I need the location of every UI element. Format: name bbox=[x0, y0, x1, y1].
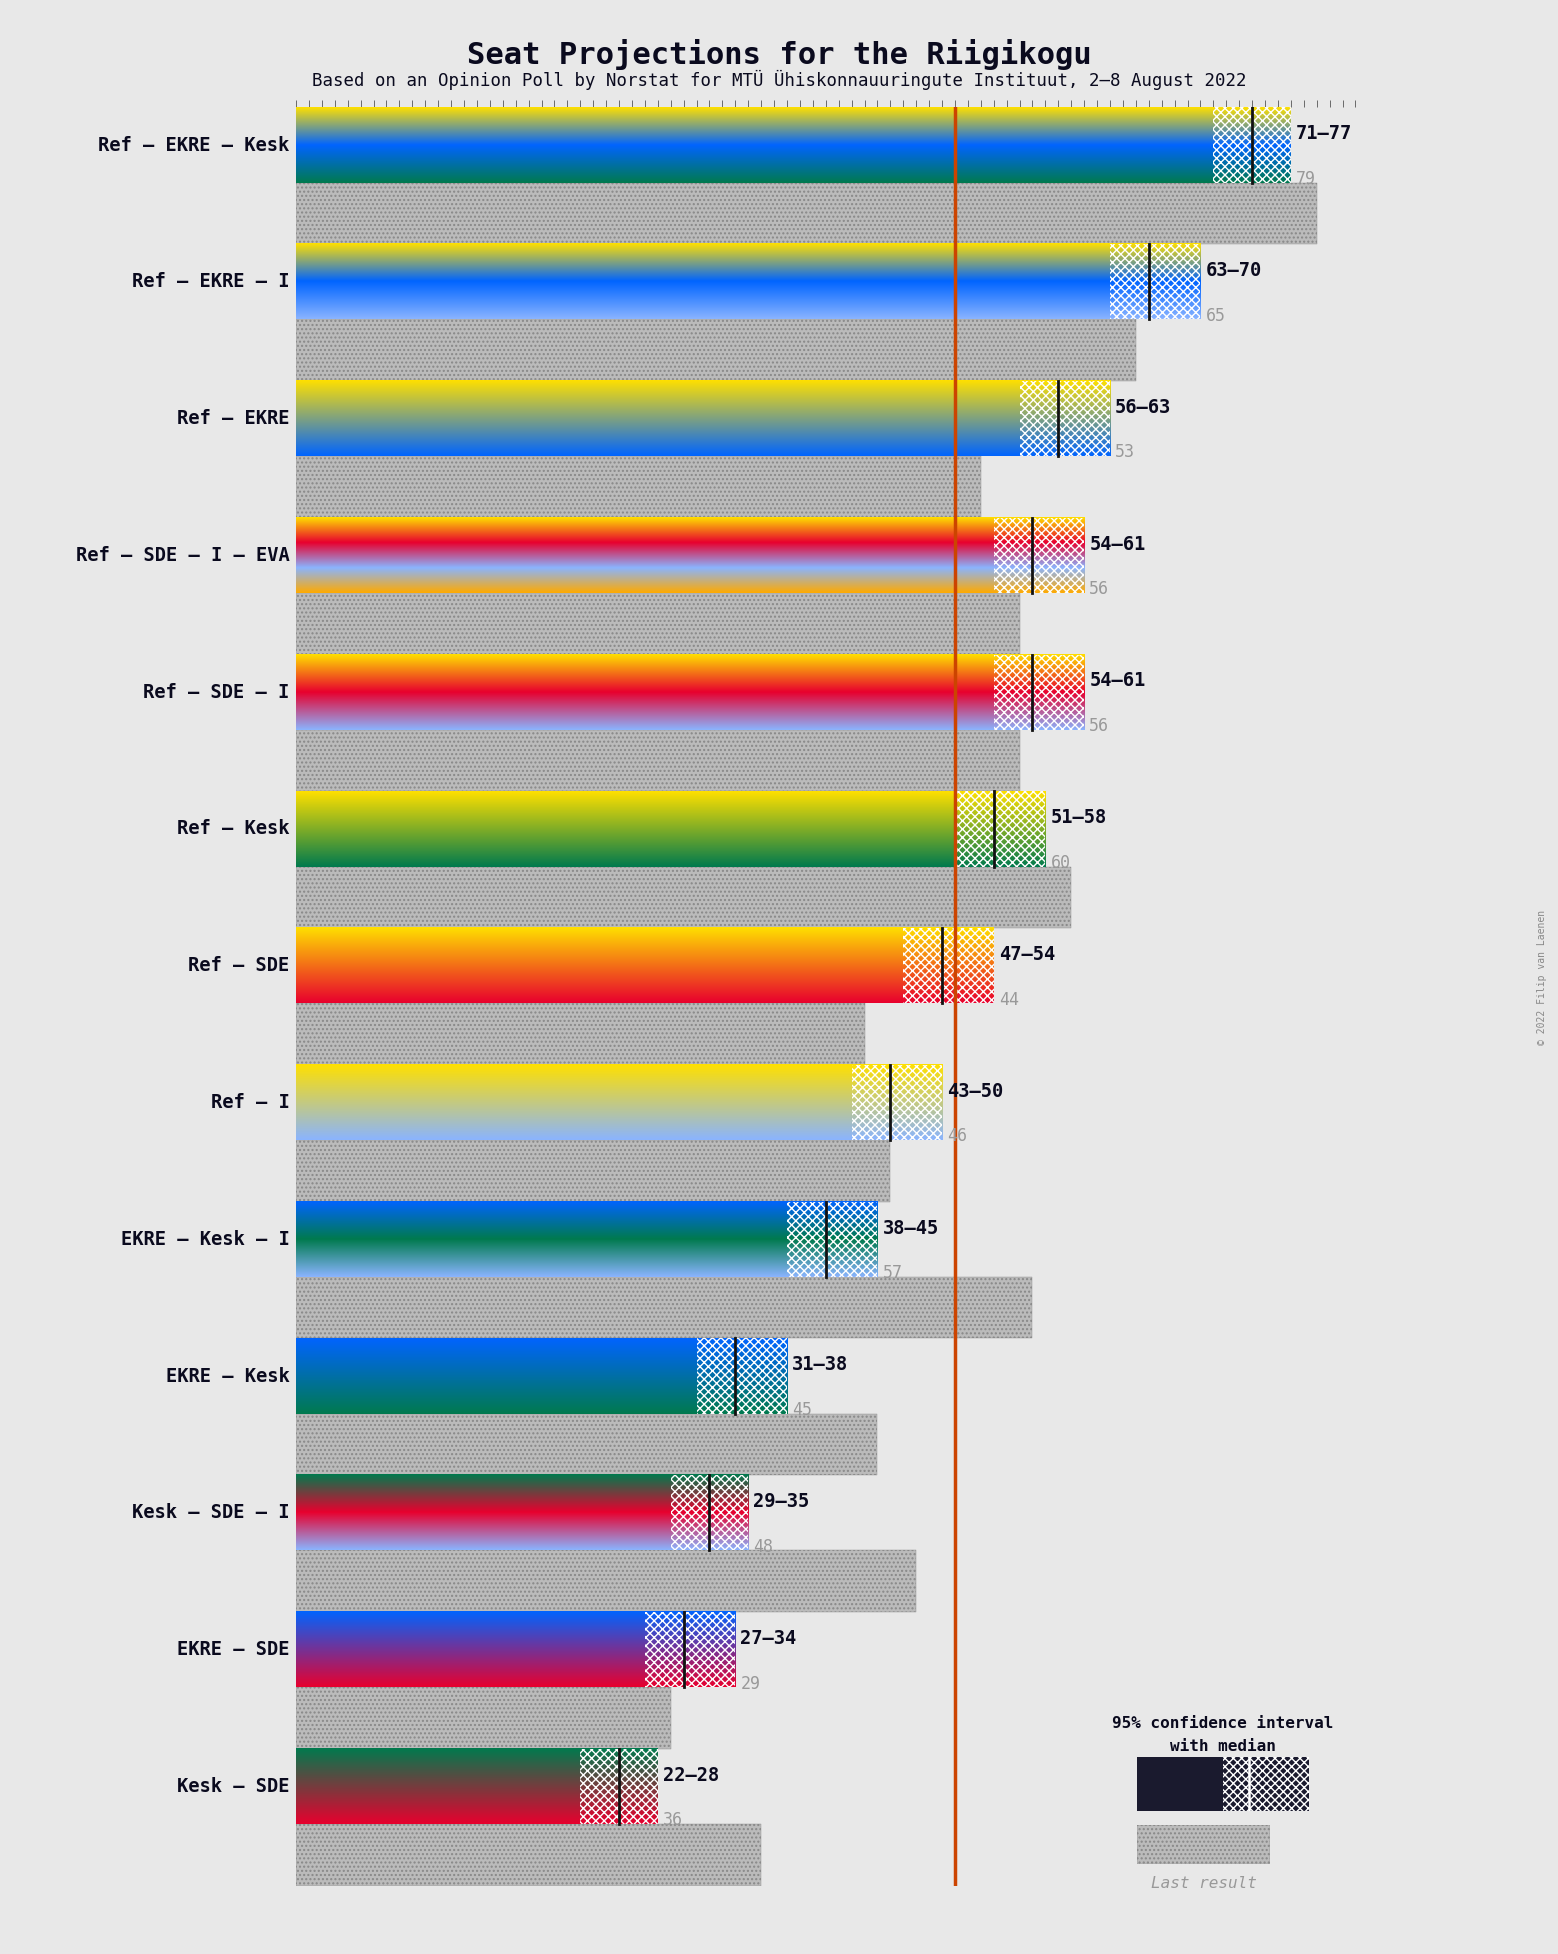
Text: 22–28: 22–28 bbox=[664, 1766, 720, 1784]
Text: 56: 56 bbox=[1089, 717, 1109, 735]
Bar bbox=[1019, 381, 1109, 457]
Text: EKRE – SDE: EKRE – SDE bbox=[178, 1639, 290, 1659]
Text: 45: 45 bbox=[791, 1401, 812, 1419]
Text: 54–61: 54–61 bbox=[1089, 672, 1145, 690]
Text: Ref – EKRE – I: Ref – EKRE – I bbox=[132, 272, 290, 291]
Bar bbox=[955, 791, 1045, 868]
Bar bbox=[296, 1278, 1033, 1338]
Text: Ref – EKRE: Ref – EKRE bbox=[178, 408, 290, 428]
Text: 48: 48 bbox=[754, 1538, 773, 1555]
Text: Last result: Last result bbox=[1151, 1876, 1257, 1891]
Bar bbox=[296, 319, 1136, 381]
Bar bbox=[296, 1415, 877, 1475]
Bar bbox=[1109, 244, 1200, 319]
Bar bbox=[580, 1749, 657, 1825]
Text: EKRE – Kesk – I: EKRE – Kesk – I bbox=[122, 1229, 290, 1249]
Text: 57: 57 bbox=[882, 1264, 902, 1282]
Bar bbox=[994, 518, 1084, 594]
Bar bbox=[296, 1004, 865, 1065]
Text: 71–77: 71–77 bbox=[1296, 125, 1352, 143]
Text: 47–54: 47–54 bbox=[999, 946, 1055, 963]
Bar bbox=[296, 868, 1072, 928]
Text: 56: 56 bbox=[1089, 580, 1109, 598]
Text: 29–35: 29–35 bbox=[754, 1493, 810, 1510]
Text: © 2022 Filip van Laenen: © 2022 Filip van Laenen bbox=[1538, 909, 1547, 1045]
Text: 53: 53 bbox=[1116, 444, 1136, 461]
Text: Based on an Opinion Poll by Norstat for MTÜ Ühiskonnauuringute Instituut, 2–8 Au: Based on an Opinion Poll by Norstat for … bbox=[312, 70, 1246, 90]
Bar bbox=[1214, 107, 1292, 184]
Text: 46: 46 bbox=[947, 1127, 968, 1145]
Text: Seat Projections for the Riigikogu: Seat Projections for the Riigikogu bbox=[467, 39, 1091, 70]
Text: 29: 29 bbox=[740, 1675, 760, 1692]
Bar bbox=[787, 1202, 877, 1278]
Bar bbox=[296, 1004, 865, 1065]
Bar bbox=[296, 182, 1317, 244]
Bar bbox=[852, 1065, 943, 1139]
Text: Ref – SDE: Ref – SDE bbox=[189, 956, 290, 975]
Text: Ref – EKRE – Kesk: Ref – EKRE – Kesk bbox=[98, 135, 290, 154]
Text: 51–58: 51–58 bbox=[1050, 809, 1106, 827]
Text: Kesk – SDE: Kesk – SDE bbox=[178, 1776, 290, 1796]
Bar bbox=[696, 1338, 787, 1415]
Bar bbox=[645, 1612, 735, 1686]
Text: Ref – I: Ref – I bbox=[210, 1092, 290, 1112]
Text: EKRE – Kesk: EKRE – Kesk bbox=[165, 1366, 290, 1385]
Bar bbox=[296, 1825, 762, 1886]
Bar bbox=[296, 182, 1317, 244]
Text: 63–70: 63–70 bbox=[1206, 262, 1262, 279]
Text: Ref – SDE – I: Ref – SDE – I bbox=[143, 682, 290, 701]
Bar bbox=[994, 655, 1084, 729]
Text: 79: 79 bbox=[1296, 170, 1317, 188]
Bar bbox=[296, 319, 1136, 381]
Bar bbox=[296, 457, 982, 518]
Text: with median: with median bbox=[1170, 1739, 1276, 1755]
Bar bbox=[296, 1278, 1033, 1338]
Bar bbox=[296, 729, 1019, 791]
Text: 95% confidence interval: 95% confidence interval bbox=[1112, 1716, 1334, 1731]
Text: 38–45: 38–45 bbox=[882, 1219, 939, 1237]
Bar bbox=[670, 1475, 748, 1551]
Text: 44: 44 bbox=[999, 991, 1019, 1008]
Bar bbox=[296, 457, 982, 518]
Bar bbox=[296, 1415, 877, 1475]
Bar bbox=[904, 928, 994, 1004]
Bar bbox=[296, 594, 1019, 655]
Text: 43–50: 43–50 bbox=[947, 1083, 1003, 1100]
Text: 56–63: 56–63 bbox=[1116, 399, 1172, 416]
Bar bbox=[296, 1686, 670, 1749]
Bar bbox=[296, 1686, 670, 1749]
Text: 54–61: 54–61 bbox=[1089, 535, 1145, 553]
Bar bbox=[296, 1551, 916, 1612]
Bar bbox=[296, 868, 1072, 928]
Bar bbox=[296, 1551, 916, 1612]
Text: 36: 36 bbox=[664, 1811, 682, 1829]
Bar bbox=[296, 594, 1019, 655]
Text: 31–38: 31–38 bbox=[791, 1356, 849, 1374]
Bar bbox=[1223, 1757, 1309, 1811]
Bar bbox=[296, 1139, 890, 1202]
Text: 65: 65 bbox=[1206, 307, 1226, 324]
Bar bbox=[296, 1139, 890, 1202]
Bar bbox=[296, 729, 1019, 791]
Text: Ref – SDE – I – EVA: Ref – SDE – I – EVA bbox=[76, 545, 290, 565]
Text: 27–34: 27–34 bbox=[740, 1630, 796, 1647]
Text: Ref – Kesk: Ref – Kesk bbox=[178, 819, 290, 838]
Text: 60: 60 bbox=[1050, 854, 1070, 871]
Text: Kesk – SDE – I: Kesk – SDE – I bbox=[132, 1503, 290, 1522]
Bar bbox=[296, 1825, 762, 1886]
